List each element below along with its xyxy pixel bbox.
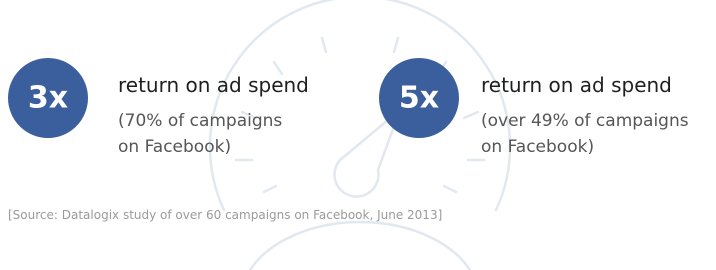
- gauge-arc: [210, 0, 510, 210]
- gauge-tick: [264, 186, 276, 192]
- stat-detail: on Facebook): [118, 137, 231, 157]
- gauge-tick: [394, 38, 398, 52]
- stat-multiplier: 3x: [28, 81, 68, 116]
- infographic: 3x return on ad spend (70% of campaigns …: [0, 0, 716, 270]
- gauge-tick: [444, 186, 456, 192]
- gauge-base: [250, 222, 470, 270]
- gauge-tick: [464, 112, 478, 118]
- stat-detail: (70% of campaigns: [118, 111, 282, 131]
- stat-detail: (over 49% of campaigns: [481, 111, 689, 131]
- gauge-tick: [322, 38, 326, 52]
- stat-multiplier: 5x: [399, 81, 439, 116]
- stat-detail: on Facebook): [481, 137, 594, 157]
- stat-heading: return on ad spend: [481, 73, 672, 97]
- watermark: [210, 0, 510, 270]
- stat-heading: return on ad spend: [118, 73, 309, 97]
- source-note: [Source: Datalogix study of over 60 camp…: [8, 208, 442, 222]
